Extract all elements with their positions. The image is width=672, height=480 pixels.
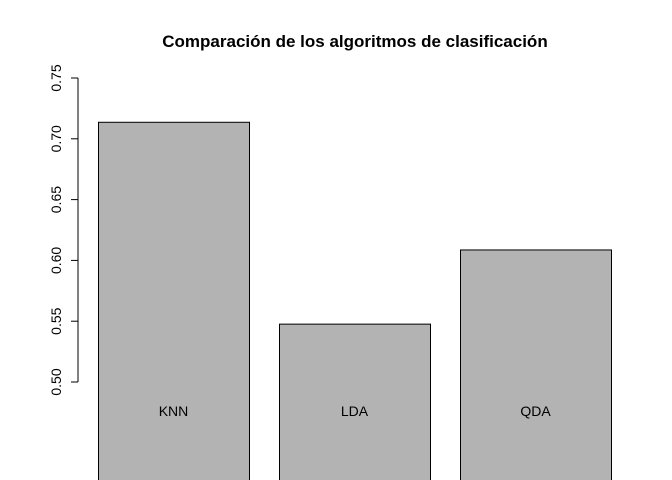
bar-label-qda: QDA [520,403,551,419]
chart-title: Comparación de los algoritmos de clasifi… [162,32,547,51]
y-tick-label: 0.60 [48,247,64,274]
bars-group [98,121,612,480]
y-tick-label: 0.55 [48,307,64,334]
y-tick-label: 0.50 [48,368,64,395]
y-tick-label: 0.70 [48,125,64,152]
bar-lda [279,323,431,480]
bar-labels-group: KNN LDA QDA [159,403,552,419]
y-tick-label: 0.75 [48,64,64,91]
bar-label-knn: KNN [159,403,189,419]
bar-qda [460,249,612,480]
bar-knn [98,121,250,480]
bar-label-lda: LDA [341,403,369,419]
y-axis: 0.50 0.55 0.60 0.65 0.70 0.75 [48,64,79,396]
y-tick-label: 0.65 [48,186,64,213]
